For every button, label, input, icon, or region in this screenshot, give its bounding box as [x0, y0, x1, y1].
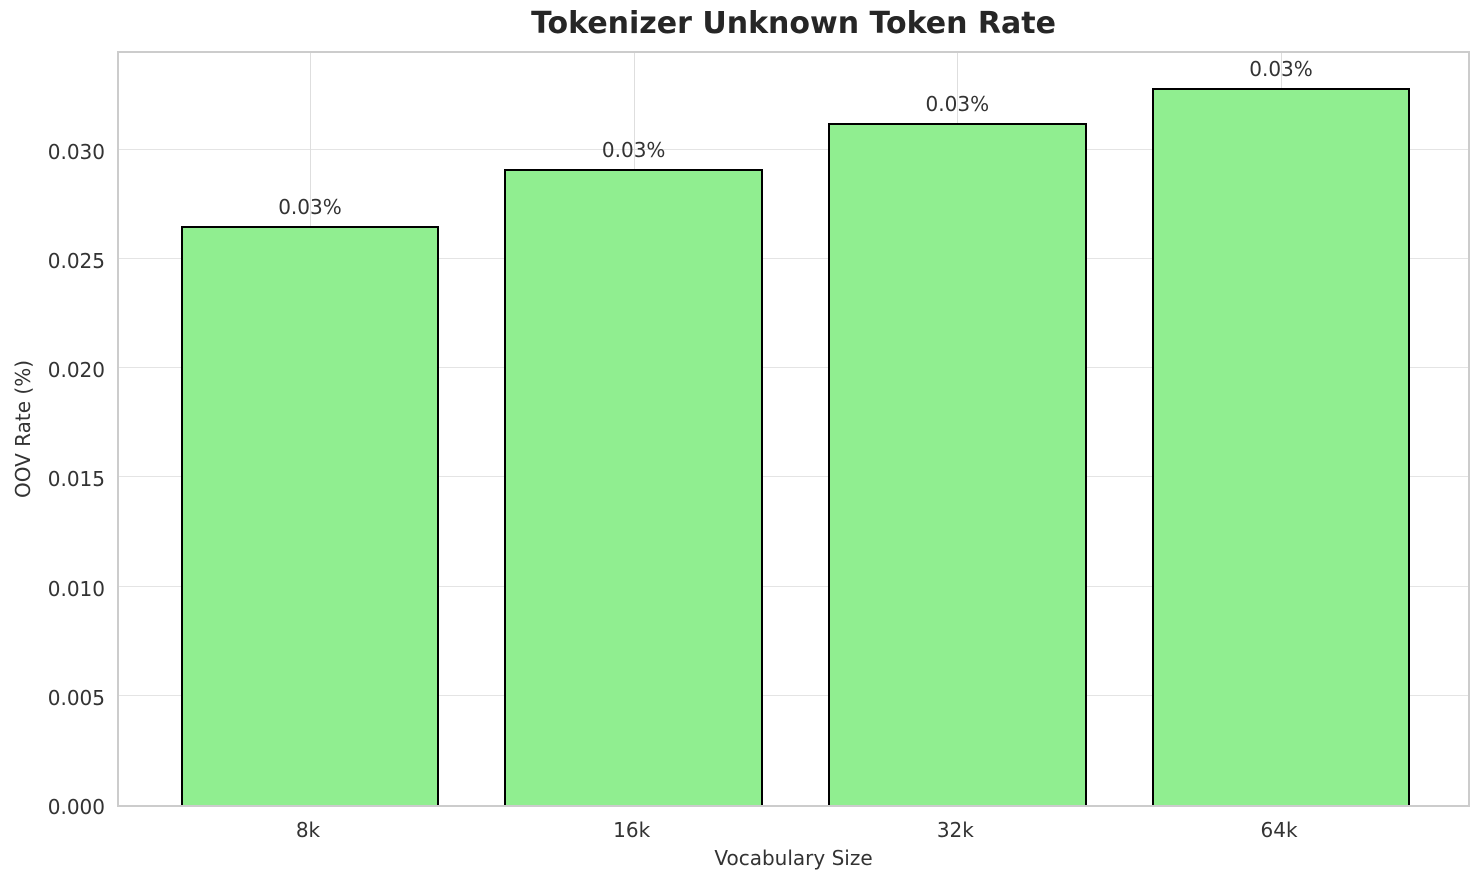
x-tick-label-8k: 8k	[295, 818, 321, 842]
y-gridline	[119, 694, 1468, 696]
bar-8k	[180, 225, 440, 805]
plot-area: 0.03% 0.03% 0.03% 0.03%	[117, 51, 1470, 807]
y-tick-label-0.000: 0.000	[47, 795, 105, 819]
y-tick-label-0.020: 0.020	[47, 358, 105, 382]
y-tick-label-0.015: 0.015	[47, 467, 105, 492]
x-tick-label-64k: 64k	[1260, 818, 1298, 842]
bar-value-label-8k: 0.03%	[278, 194, 342, 219]
y-gridline	[119, 148, 1468, 150]
y-tick-label-0.030: 0.030	[47, 139, 105, 164]
y-tick-label-0.005: 0.005	[47, 685, 105, 710]
bar-32k	[827, 123, 1087, 805]
chart-title: Tokenizer Unknown Token Rate	[531, 6, 1056, 41]
y-gridline	[119, 367, 1468, 369]
bar-16k	[504, 169, 764, 805]
y-gridline	[119, 585, 1468, 587]
bar-value-label-64k: 0.03%	[1249, 57, 1313, 82]
x-tick-label-16k: 16k	[613, 818, 651, 842]
x-tick-label-32k: 32k	[936, 818, 974, 842]
y-tick-label-0.010: 0.010	[47, 576, 105, 601]
x-axis-label: Vocabulary Size	[714, 846, 873, 870]
y-tick-label-0.025: 0.025	[47, 248, 105, 273]
bar-64k	[1151, 88, 1411, 805]
y-gridline	[119, 257, 1468, 259]
y-gridline	[119, 476, 1468, 478]
bar-value-label-16k: 0.03%	[601, 138, 666, 163]
bar-value-label-32k: 0.03%	[925, 92, 990, 117]
